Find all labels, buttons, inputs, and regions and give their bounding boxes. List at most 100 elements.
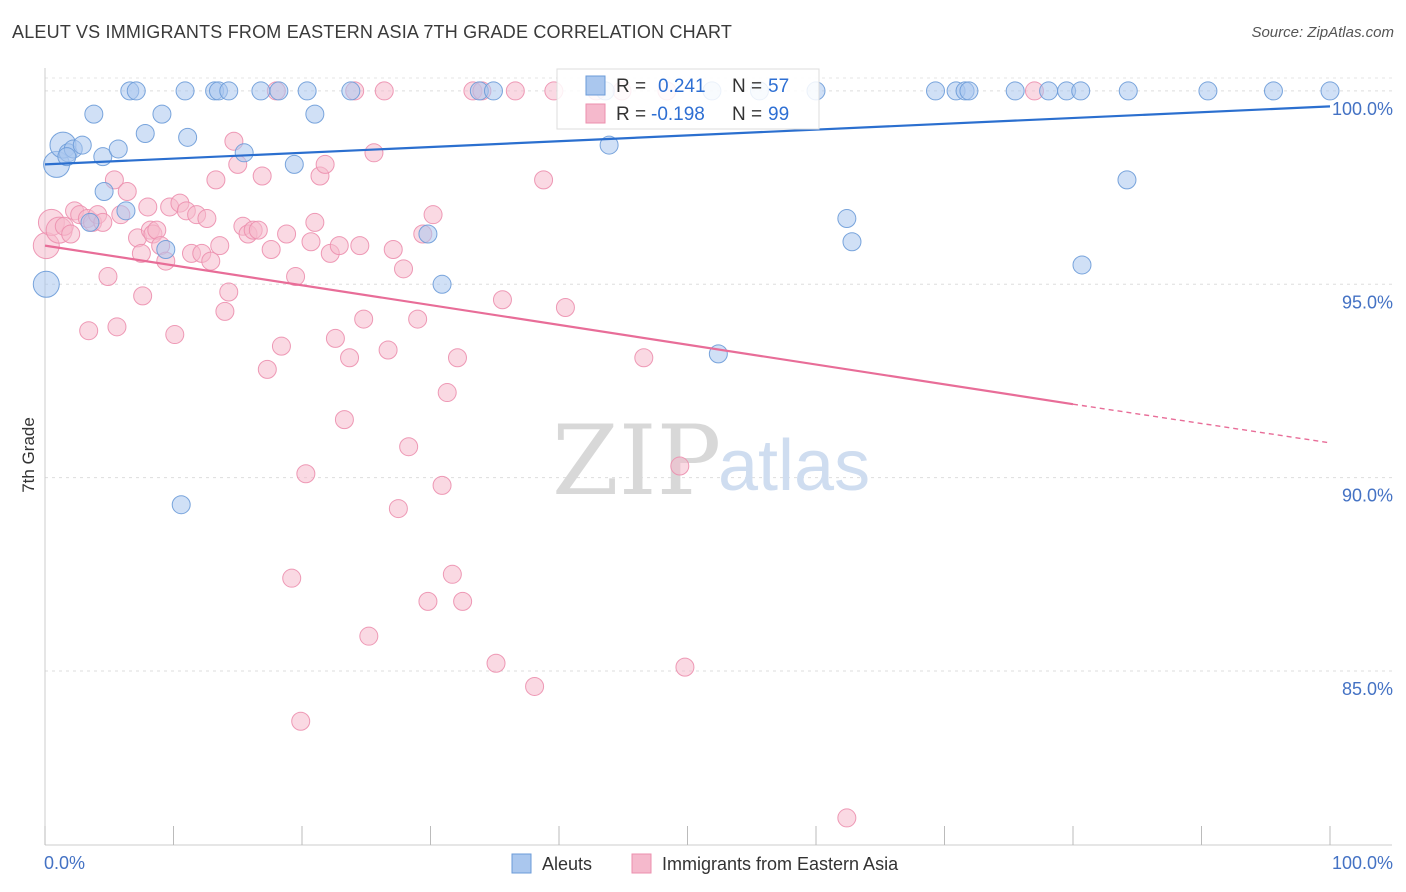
immigrant-point-50 (277, 224, 297, 244)
aleut-point-0 (32, 270, 60, 298)
immigrant-point-62 (334, 410, 354, 430)
immigrant-point-95 (634, 348, 654, 368)
aleut-point-30 (432, 274, 452, 294)
aleut-point-53 (1263, 81, 1283, 101)
legend-swatch-immigrants (631, 853, 652, 874)
tick-labels: 100.0% 95.0% 90.0% 85.0% 0.0% 100.0% (44, 99, 1393, 873)
immigrant-point-74 (399, 437, 419, 457)
aleut-point-13 (126, 81, 146, 101)
stats-n-value-2: 99 (768, 104, 789, 125)
immigrant-point-88 (505, 81, 525, 101)
immigrant-point-72 (388, 499, 408, 519)
immigrant-point-46 (257, 359, 277, 379)
aleut-point-32 (483, 81, 503, 101)
y-tick-label-0: 100.0% (1332, 99, 1393, 119)
aleut-point-19 (178, 127, 198, 147)
aleut-point-51 (1118, 81, 1138, 101)
y-tick-label-2: 90.0% (1342, 486, 1393, 506)
legend-swatch-aleuts (511, 853, 532, 874)
aleut-point-29 (418, 224, 438, 244)
immigrant-point-33 (197, 209, 217, 229)
immigrant-point-44 (248, 220, 268, 240)
immigrant-point-69 (374, 81, 394, 101)
aleut-point-26 (297, 81, 317, 101)
immigrant-point-98 (837, 808, 857, 828)
immigrant-point-81 (442, 564, 462, 584)
immigrant-point-97 (670, 456, 690, 476)
immigrant-point-63 (340, 348, 360, 368)
immigrant-point-73 (394, 259, 414, 279)
aleut-point-39 (837, 209, 857, 229)
stats-n-label-2: N = (732, 104, 762, 125)
watermark: ZIP atlas (552, 405, 870, 517)
immigrant-point-19 (133, 286, 153, 306)
immigrant-point-60 (325, 328, 345, 348)
immigrant-point-27 (165, 325, 185, 345)
aleut-point-48 (1071, 81, 1091, 101)
immigrant-point-16 (117, 181, 137, 201)
aleut-point-40 (842, 232, 862, 252)
immigrant-point-80 (437, 383, 457, 403)
immigrant-point-12 (98, 267, 118, 287)
watermark-atlas: atlas (718, 426, 870, 506)
stats-swatch-aleuts (585, 75, 606, 96)
aleut-point-50 (1117, 170, 1137, 190)
immigrant-point-36 (210, 236, 230, 256)
immigrant-point-38 (219, 282, 239, 302)
aleut-point-34 (599, 135, 619, 155)
immigrant-point-53 (291, 711, 311, 731)
immigrant-point-68 (364, 143, 384, 163)
immigrant-point-87 (492, 290, 512, 310)
immigrant-point-67 (359, 626, 379, 646)
immigrant-point-79 (432, 475, 452, 495)
aleut-point-27 (305, 104, 325, 124)
aleut-point-18 (175, 81, 195, 101)
immigrant-trend-line (44, 244, 1074, 406)
stats-n-value-1: 57 (768, 76, 789, 97)
aleut-point-49 (1072, 255, 1092, 275)
immigrant-point-71 (383, 239, 403, 259)
immigrant-point-65 (350, 236, 370, 256)
immigrant-point-77 (418, 591, 438, 611)
immigrant-trend-extension (1072, 403, 1331, 444)
aleut-point-45 (1005, 81, 1025, 101)
series-immigrants (32, 81, 1044, 828)
aleut-point-17 (171, 495, 191, 515)
watermark-zip: ZIP (552, 405, 721, 517)
y-tick-label-1: 95.0% (1342, 292, 1393, 312)
immigrant-point-89 (525, 676, 545, 696)
immigrant-point-51 (282, 568, 302, 588)
immigrant-point-61 (329, 236, 349, 256)
immigrant-point-8 (79, 321, 99, 341)
axes (44, 68, 1392, 846)
immigrant-point-54 (296, 464, 316, 484)
immigrant-point-90 (534, 170, 554, 190)
aleut-point-41 (926, 81, 946, 101)
stats-r-value-1: 0.241 (658, 76, 706, 97)
immigrant-point-66 (354, 309, 374, 329)
aleut-point-55 (57, 147, 77, 167)
legend: Aleuts Immigrants from Eastern Asia (511, 853, 899, 874)
immigrant-point-100 (675, 657, 695, 677)
immigrant-point-4 (61, 224, 81, 244)
grid-lines (45, 77, 1392, 672)
immigrant-point-20 (138, 197, 158, 217)
immigrant-point-92 (555, 297, 575, 317)
immigrant-point-55 (301, 232, 321, 252)
aleut-point-22 (219, 81, 239, 101)
aleut-point-6 (80, 212, 100, 232)
immigrant-point-34 (201, 251, 221, 271)
immigrant-point-14 (107, 317, 127, 337)
aleut-point-44 (959, 81, 979, 101)
stats-swatch-immigrants (585, 103, 606, 124)
x-tick-label-1: 100.0% (1332, 853, 1393, 873)
immigrant-point-49 (271, 336, 291, 356)
stats-box: R = 0.241 N = 57 R = -0.198 N = 99 (556, 68, 820, 130)
aleut-point-14 (135, 123, 155, 143)
legend-label-immigrants: Immigrants from Eastern Asia (662, 854, 899, 874)
aleut-point-7 (84, 104, 104, 124)
source-credit: Source: ZipAtlas.com (1251, 24, 1394, 41)
aleut-trend-line (44, 105, 1331, 166)
immigrant-point-86 (486, 653, 506, 673)
